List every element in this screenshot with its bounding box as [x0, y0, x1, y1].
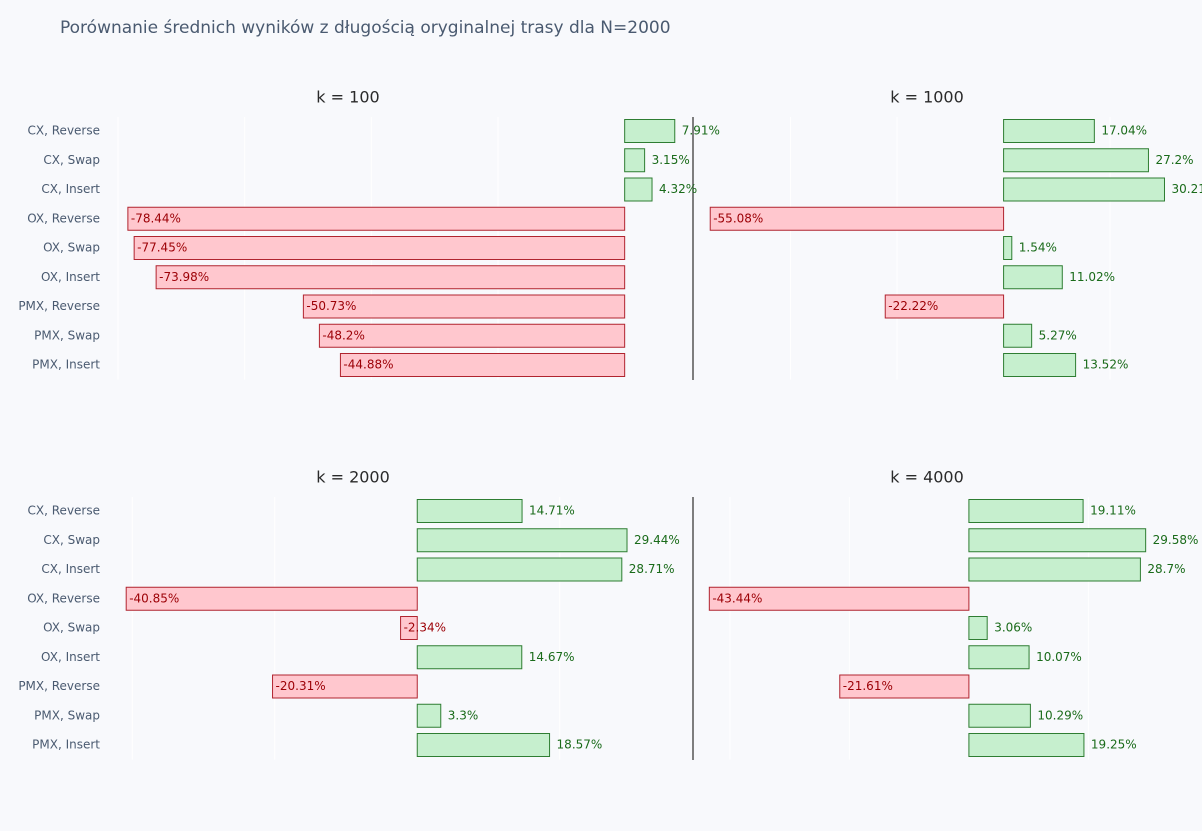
panel-1-data-label: 7.91%	[682, 124, 720, 138]
panel-4-data-label: 10.07%	[1036, 650, 1082, 664]
panel-3-category-label: CX, Swap	[43, 533, 100, 547]
panel-4-data-label: 19.25%	[1091, 738, 1137, 752]
panel-3-data-label: -2.34%	[404, 621, 446, 635]
panel-2-data-label: 27.2%	[1155, 153, 1193, 167]
panel-2-bar	[1003, 236, 1013, 260]
panel-2-bar	[1003, 148, 1149, 173]
panel-2-bar	[1003, 265, 1063, 290]
panel-2-bar	[1003, 323, 1033, 348]
panel-4-data-label: 28.7%	[1147, 562, 1185, 576]
panel-3-category-label: PMX, Insert	[32, 738, 100, 752]
panel-3-bar	[416, 557, 623, 582]
figure-title: Porównanie średnich wyników z długością …	[60, 18, 671, 38]
panel-1-bar	[624, 148, 646, 173]
panel-3-title: k = 2000	[316, 468, 390, 487]
panel-1-data-label: 3.15%	[652, 153, 690, 167]
panel-3-bar	[400, 616, 418, 640]
panel-2-bar	[1003, 119, 1095, 143]
panel-4-data-label: 29.58%	[1153, 533, 1199, 547]
panel-2-data-label: 17.04%	[1101, 124, 1147, 138]
panel-2-data-label: 5.27%	[1039, 328, 1077, 342]
panel-2-bar	[1003, 353, 1077, 377]
panel-3-data-label: 28.71%	[629, 562, 675, 576]
panel-1-bar	[302, 294, 626, 319]
panel-1-bar	[155, 265, 626, 290]
panel-3-category-label: PMX, Swap	[34, 708, 100, 722]
panel-3-bar	[416, 528, 628, 553]
panel-2-data-label: 11.02%	[1069, 270, 1115, 284]
panel-2-data-label: 30.21%	[1171, 182, 1202, 196]
panel-1-bar	[127, 206, 626, 231]
panel-4-bar	[968, 499, 1084, 523]
panel-3-category-label: PMX, Reverse	[18, 679, 100, 693]
panel-3-category-label: OX, Insert	[41, 650, 100, 664]
panel-3-category-label: CX, Reverse	[28, 504, 100, 518]
panel-1-bar	[339, 353, 626, 377]
panel-4-bar	[968, 703, 1031, 728]
panel-3-category-label: OX, Swap	[43, 621, 100, 635]
panel-2-bar	[1003, 177, 1165, 202]
panel-4-data-label: -21.61%	[843, 679, 893, 693]
panel-1-bar	[133, 236, 626, 260]
panel-4-bar	[968, 645, 1030, 670]
panel-1-data-label: -50.73%	[306, 299, 356, 313]
panel-1-bar	[624, 177, 653, 202]
panel-1-data-label: -48.2%	[322, 328, 364, 342]
panel-4-title: k = 4000	[890, 468, 964, 487]
panel-4-bar	[968, 528, 1147, 553]
panel-2-data-label: -22.22%	[888, 299, 938, 313]
panel-3-bar	[416, 703, 442, 728]
panel-3-data-label: -20.31%	[276, 679, 326, 693]
panel-4-bar	[968, 733, 1085, 757]
panel-2-bar	[709, 206, 1005, 231]
panel-3-bar	[416, 645, 523, 670]
panel-4-bar	[839, 674, 970, 699]
panel-1-category-label: OX, Reverse	[27, 211, 100, 225]
panel-1-category-label: PMX, Insert	[32, 358, 100, 372]
panel-4-data-label: 3.06%	[994, 621, 1032, 635]
panel-3-bar	[272, 674, 418, 699]
panel-1-data-label: -73.98%	[159, 270, 209, 284]
panel-1-title: k = 100	[316, 88, 379, 107]
panel-1-bar	[624, 119, 676, 143]
panel-2-data-label: 1.54%	[1019, 241, 1057, 255]
panel-3-data-label: 14.67%	[529, 650, 575, 664]
panel-3-bar	[416, 733, 551, 757]
panel-1-data-label: -77.45%	[137, 241, 187, 255]
panel-1-category-label: PMX, Reverse	[18, 299, 100, 313]
panel-1-data-label: -44.88%	[343, 358, 393, 372]
panel-3-data-label: 3.3%	[448, 708, 479, 722]
panel-4-bar	[708, 586, 970, 611]
panel-1-category-label: PMX, Swap	[34, 328, 100, 342]
panel-2-title: k = 1000	[890, 88, 964, 107]
panel-3-category-label: OX, Reverse	[27, 591, 100, 605]
panel-3-bar	[125, 586, 418, 611]
panel-1-category-label: CX, Reverse	[28, 124, 100, 138]
panel-4-data-label: -43.44%	[712, 591, 762, 605]
panel-2-bar	[884, 294, 1005, 319]
panel-3-data-label: 29.44%	[634, 533, 680, 547]
panel-3-data-label: -40.85%	[129, 591, 179, 605]
panel-1-category-label: CX, Insert	[41, 182, 100, 196]
panel-4-data-label: 19.11%	[1090, 504, 1136, 518]
panel-2-data-label: 13.52%	[1083, 358, 1129, 372]
panel-1-category-label: CX, Swap	[43, 153, 100, 167]
panel-1-category-label: OX, Swap	[43, 241, 100, 255]
panel-1-data-label: -78.44%	[131, 211, 181, 225]
panel-3-category-label: CX, Insert	[41, 562, 100, 576]
panel-1-data-label: 4.32%	[659, 182, 697, 196]
panel-3-data-label: 18.57%	[557, 738, 603, 752]
panel-4-bar	[968, 616, 988, 640]
panel-3-bar	[416, 499, 523, 523]
panel-4-data-label: 10.29%	[1037, 708, 1083, 722]
panel-1-bar	[318, 323, 626, 348]
panel-4-bar	[968, 557, 1141, 582]
panel-2-data-label: -55.08%	[713, 211, 763, 225]
panel-3-data-label: 14.71%	[529, 504, 575, 518]
panel-1-category-label: OX, Insert	[41, 270, 100, 284]
